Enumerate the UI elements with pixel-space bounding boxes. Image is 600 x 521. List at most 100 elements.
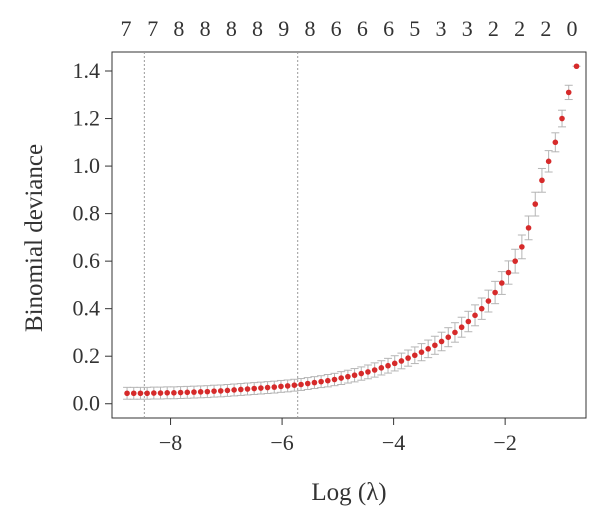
data-point-63 [545,158,552,165]
y-axis: 0.0 0.2 0.4 0.6 0.8 1.0 1.2 1.4 [73,58,112,416]
data-point-9 [184,389,191,396]
data-point-45 [425,346,431,352]
top-count-label-12: 3 [436,16,447,41]
data-point-10 [191,389,197,395]
x-tick-label-1: −6 [270,430,293,455]
data-point-25 [291,382,298,389]
data-point-14 [217,388,224,394]
data-point-12 [204,388,211,395]
error-bars [123,65,581,400]
data-point-3 [144,390,150,397]
data-point-49 [452,329,458,336]
data-point-34 [351,372,358,379]
top-count-label-6: 9 [278,16,289,41]
data-point-6 [164,390,171,396]
top-count-label-11: 5 [409,16,420,41]
x-tick-label-3: −2 [493,430,516,455]
data-point-58 [512,258,518,264]
data-point-2 [137,390,144,397]
data-point-51 [465,318,472,325]
data-point-16 [231,387,237,393]
data-point-26 [298,381,304,388]
data-point-5 [157,390,164,396]
data-point-61 [532,201,539,207]
data-point-57 [505,269,512,276]
data-point-32 [338,375,344,381]
y-tick-label-3: 0.6 [73,248,101,273]
top-count-label-1: 7 [147,16,158,41]
top-count-label-3: 8 [200,16,211,41]
plot-frame [111,51,587,419]
y-tick-label-6: 1.2 [73,106,101,131]
y-axis-title: Binomial deviance [21,144,48,332]
top-count-label-15: 2 [514,16,525,41]
y-tick-label-5: 1.0 [73,153,101,178]
data-point-50 [458,324,465,331]
data-point-42 [405,355,411,361]
top-count-label-16: 2 [540,16,551,41]
top-count-label-10: 6 [383,16,394,41]
data-point-66 [565,89,572,96]
y-tick-label-7: 1.4 [73,58,101,83]
data-point-4 [151,390,157,396]
data-point-7 [171,390,177,396]
data-point-31 [331,376,338,383]
reference-lines [143,52,299,418]
data-point-62 [539,177,545,184]
data-point-55 [492,289,498,296]
x-axis: −8 −6 −4 −2 [159,418,517,455]
data-point-18 [244,386,251,392]
data-point-20 [258,385,264,391]
data-points [124,63,580,397]
data-point-11 [197,389,204,395]
data-point-46 [432,342,438,349]
y-tick-label-0: 0.0 [73,391,101,416]
data-point-33 [345,373,351,380]
data-point-41 [398,358,405,364]
data-point-19 [251,385,257,392]
y-tick-label-1: 0.2 [73,343,101,368]
data-point-53 [478,305,485,312]
data-point-56 [498,280,505,286]
data-point-8 [177,389,184,396]
data-point-17 [238,386,244,393]
data-point-43 [412,352,418,359]
data-point-28 [311,379,318,386]
data-point-21 [264,384,271,391]
data-point-64 [552,139,559,146]
x-tick-label-2: −4 [382,430,405,455]
data-point-13 [211,388,217,394]
x-tick-label-0: −8 [159,430,182,455]
data-point-44 [418,349,425,355]
data-point-29 [318,378,324,385]
data-point-30 [325,377,331,384]
y-tick-label-2: 0.4 [73,296,101,321]
data-point-24 [284,383,291,389]
data-point-52 [472,312,478,319]
data-point-27 [304,380,311,387]
top-count-label-13: 3 [462,16,473,41]
data-point-48 [445,334,452,340]
data-point-36 [365,369,371,375]
top-count-label-2: 8 [173,16,184,41]
y-tick-label-4: 0.8 [73,201,101,226]
top-count-label-0: 7 [120,16,131,41]
data-point-15 [224,387,231,394]
x-axis-title: Log (λ) [311,479,386,506]
data-point-0 [124,390,130,397]
top-count-label-14: 2 [488,16,499,41]
data-point-65 [559,115,565,122]
top-count-label-5: 8 [252,16,263,41]
top-count-label-8: 6 [331,16,342,41]
top-count-label-17: 0 [567,16,578,41]
data-point-40 [391,360,398,367]
data-point-54 [485,298,492,304]
data-point-35 [358,370,365,377]
data-point-39 [385,362,391,369]
data-point-38 [378,365,385,371]
data-point-23 [278,383,284,390]
data-point-22 [271,384,278,390]
data-point-47 [438,338,445,345]
